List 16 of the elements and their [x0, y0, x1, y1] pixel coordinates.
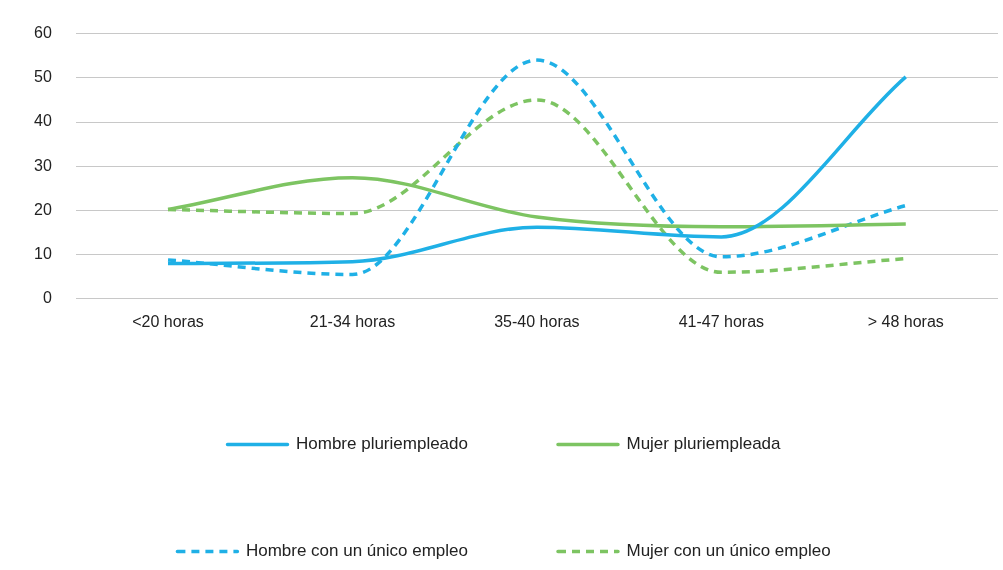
- legend-label: Hombre pluriempleado: [296, 434, 468, 454]
- y-tick-label: 40: [34, 112, 52, 130]
- y-tick-label: 0: [42, 289, 52, 307]
- y-tick-label: 20: [34, 200, 52, 218]
- legend-label: Mujer pluriempleada: [626, 434, 782, 454]
- x-tick-label: <20 horas: [132, 312, 204, 330]
- x-tick-label: 21-34 horas: [309, 312, 396, 330]
- y-tick-label: 60: [34, 24, 52, 42]
- legend-label: Hombre con un único empleo: [245, 541, 468, 561]
- y-tick-label: 30: [34, 156, 52, 174]
- legend-label: Mujer con un único empleo: [626, 541, 831, 561]
- x-tick-label: 41-47 horas: [678, 312, 765, 330]
- x-tick-label: > 48 horas: [867, 312, 944, 330]
- y-tick-label: 50: [34, 68, 52, 86]
- x-tick-label: 35-40 horas: [494, 312, 580, 330]
- y-tick-label: 10: [34, 245, 52, 263]
